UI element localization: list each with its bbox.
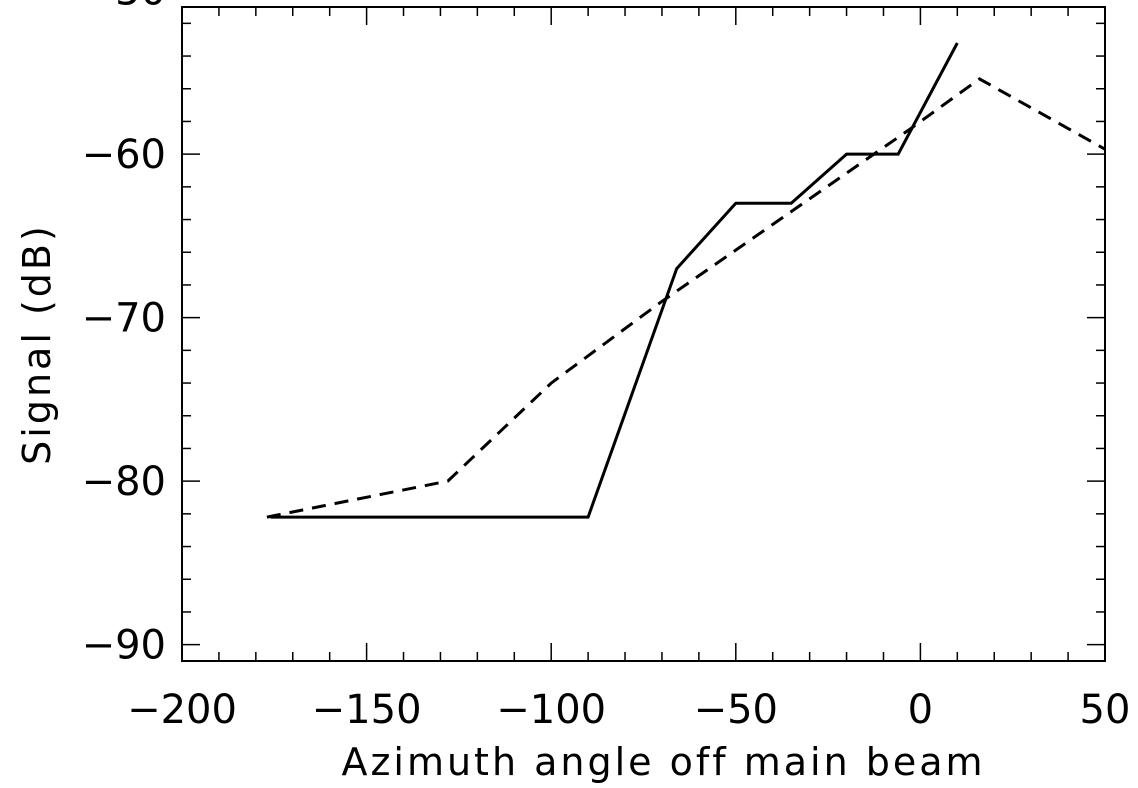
x-tick-label: 50 (1080, 687, 1131, 733)
x-tick-labels: −200 −150 −100 −50 0 50 (127, 687, 1130, 733)
y-tick-label: −70 (82, 296, 166, 342)
x-tick-label: −150 (312, 687, 422, 733)
y-tick-label: −90 (82, 623, 166, 669)
x-axis-title: Azimuth angle off main beam (341, 740, 985, 784)
solid-series-line (270, 42, 959, 519)
dashed-series-line (266, 77, 1106, 519)
x-tick-label: −200 (127, 687, 237, 733)
y-tick-label: −50 (82, 0, 166, 15)
series-layer (266, 42, 1106, 519)
x-tick-label: −50 (694, 687, 778, 733)
y-tick-labels: −90 −80 −70 −60 −50 (82, 0, 166, 669)
minor-ticks (182, 7, 1105, 661)
y-axis-title: Signal (dB) (15, 223, 59, 465)
x-tick-label: 0 (908, 687, 933, 733)
y-tick-label: −60 (82, 132, 166, 178)
plot-frame (181, 6, 1106, 662)
y-tick-label: −80 (82, 459, 166, 505)
x-tick-label: −100 (496, 687, 606, 733)
major-ticks (181, 7, 1106, 661)
